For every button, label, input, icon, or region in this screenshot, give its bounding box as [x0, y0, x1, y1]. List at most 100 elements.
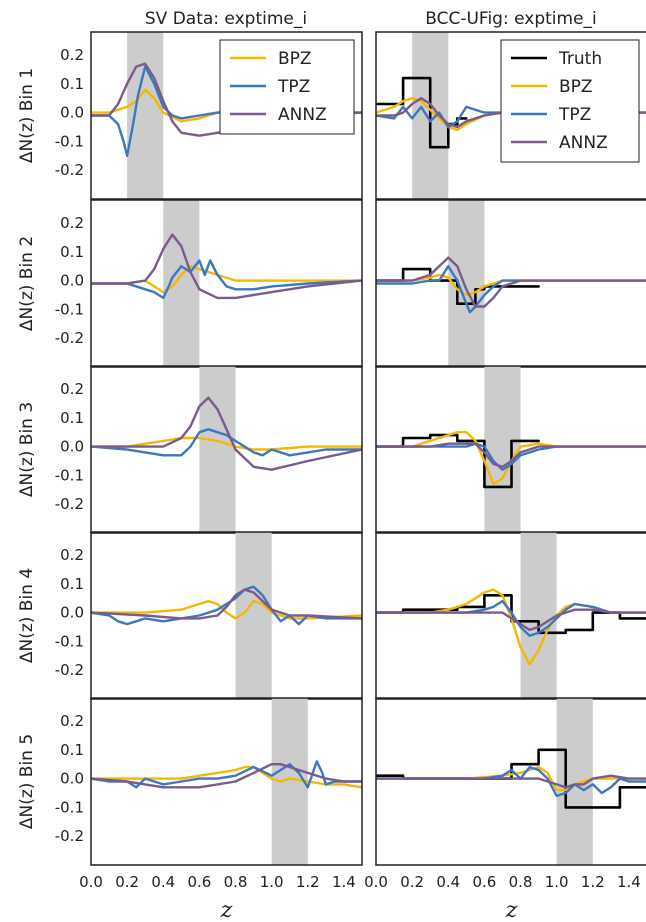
- y-tick-label: 0.0: [60, 272, 84, 290]
- y-tick-label: 0.1: [60, 243, 84, 261]
- x-tick-label: 0.0: [79, 873, 103, 891]
- series-line-tpz: [376, 599, 646, 637]
- series-group: [376, 431, 646, 489]
- legend-2: Truth BPZ TPZ ANNZ: [500, 39, 640, 163]
- legend-label-annz: ANNZ: [278, 105, 327, 125]
- series-line-annz: [91, 763, 362, 789]
- x-tick-label: 1.4: [617, 873, 641, 891]
- panel-5-1: 0.2 0.1 0.0 -0.1 -0.2 ΔN(z) Bin 5 0.0 0.2 0.4 0.6…: [17, 697, 363, 922]
- series-line-annz: [376, 774, 646, 789]
- y-tick-label: 0.0: [60, 438, 84, 456]
- y-tick-label: -0.2: [55, 329, 84, 347]
- series-line-annz: [91, 588, 362, 620]
- series-line-bpz: [91, 436, 362, 451]
- y-tick-label: 0.2: [60, 46, 84, 64]
- series-line-bpz: [376, 431, 646, 486]
- panel-frame: [90, 31, 363, 200]
- panel-frame: [375, 697, 646, 866]
- legend-label-annz: ANNZ: [559, 133, 608, 153]
- panel-frame: [375, 365, 646, 534]
- panel-2-2: [375, 199, 646, 368]
- panel-frame: [90, 697, 363, 866]
- y-tick-label: 0.2: [60, 214, 84, 232]
- x-tick-label: 0.6: [472, 873, 496, 891]
- x-tick-label: 0.6: [187, 873, 211, 891]
- legend-label-tpz: TPZ: [558, 105, 591, 125]
- panel-1-1: 0.2 0.1 0.0 -0.1 -0.2 ΔN(z) Bin 1: [17, 31, 363, 200]
- panel-4-2: [375, 531, 646, 700]
- series-group: [376, 748, 646, 809]
- legend-label-bpz: BPZ: [559, 77, 593, 97]
- y-tick-label: -0.1: [55, 466, 84, 484]
- panel-3-2: [375, 365, 646, 534]
- y-tick-label: 0.0: [60, 104, 84, 122]
- y-tick-label: -0.1: [55, 632, 84, 650]
- series-group: [91, 233, 362, 300]
- y-axis-label: ΔN(z) Bin 5: [17, 734, 37, 829]
- y-axis-label: ΔN(z) Bin 1: [17, 68, 37, 163]
- series-line-tpz: [91, 428, 362, 457]
- legend-label-bpz: BPZ: [278, 49, 312, 69]
- x-tick-label: 0.0: [364, 873, 388, 891]
- panels-grid: 0.2 0.1 0.0 -0.1 -0.2 ΔN(z) Bin 1 0.2 0.1 0.0 -0.…: [17, 31, 646, 922]
- y-tick-label: -0.1: [55, 798, 84, 816]
- y-tick-label: -0.1: [55, 132, 84, 150]
- series-group: [376, 256, 646, 314]
- panel-frame: [375, 31, 646, 200]
- y-tick-label: 0.2: [60, 380, 84, 398]
- y-tick-label: 0.0: [60, 604, 84, 622]
- series-group: [376, 588, 646, 666]
- series-line-tpz: [91, 259, 362, 300]
- redshift-band: [199, 366, 236, 533]
- x-axis-label: z: [220, 898, 233, 922]
- x-tick-label: 1.2: [296, 873, 320, 891]
- series-line-bpz: [376, 273, 646, 297]
- x-tick-label: 1.4: [332, 873, 356, 891]
- x-tick-label: 0.8: [224, 873, 248, 891]
- panel-frame: [90, 531, 363, 700]
- series-line-tpz: [376, 265, 646, 314]
- column-title-sv: SV Data: exptime_i: [145, 9, 307, 29]
- legend-label-tpz: TPZ: [277, 77, 310, 97]
- series-line-bpz: [91, 599, 362, 620]
- x-tick-label: 0.4: [436, 873, 460, 891]
- panel-frame: [90, 365, 363, 534]
- y-tick-label: 0.1: [60, 575, 84, 593]
- y-tick-label: -0.2: [55, 495, 84, 513]
- y-tick-label: 0.1: [60, 409, 84, 427]
- redshift-band: [484, 366, 521, 533]
- series-line-annz: [91, 233, 362, 300]
- panel-2-1: 0.2 0.1 0.0 -0.1 -0.2 ΔN(z) Bin 2: [17, 199, 363, 368]
- series-line-annz: [376, 442, 646, 468]
- y-tick-label: 0.1: [60, 741, 84, 759]
- panel-5-2: 0.0 0.2 0.4 0.6 0.8 1.0 1.2 1.4 z: [364, 697, 646, 922]
- x-tick-label: 1.0: [545, 873, 569, 891]
- x-tick-label: 0.2: [115, 873, 139, 891]
- x-tick-label: 1.0: [260, 873, 284, 891]
- x-tick-label: 0.4: [151, 873, 175, 891]
- series-group: [91, 396, 362, 471]
- y-tick-label: 0.1: [60, 75, 84, 93]
- y-axis-label: ΔN(z) Bin 2: [17, 236, 37, 331]
- redshift-band: [520, 532, 557, 699]
- y-tick-label: 0.0: [60, 770, 84, 788]
- series-group: [91, 585, 362, 626]
- y-tick-label: -0.2: [55, 661, 84, 679]
- y-axis-label: ΔN(z) Bin 4: [17, 568, 37, 663]
- column-title-bcc: BCC-UFig: exptime_i: [425, 9, 597, 29]
- y-tick-label: 0.2: [60, 546, 84, 564]
- series-line-truth: [376, 267, 540, 306]
- x-axis-label: z: [505, 898, 518, 922]
- panel-frame: [375, 531, 646, 700]
- series-line-tpz: [376, 442, 646, 471]
- panel-4-1: 0.2 0.1 0.0 -0.1 -0.2 ΔN(z) Bin 4: [17, 531, 363, 700]
- legend-label-truth: Truth: [558, 49, 602, 69]
- y-tick-label: -0.2: [55, 827, 84, 845]
- x-tick-label: 1.2: [581, 873, 605, 891]
- y-tick-label: -0.1: [55, 300, 84, 318]
- panel-3-1: 0.2 0.1 0.0 -0.1 -0.2 ΔN(z) Bin 3: [17, 365, 363, 534]
- y-axis-label: ΔN(z) Bin 3: [17, 402, 37, 497]
- y-tick-label: 0.2: [60, 712, 84, 730]
- series-line-tpz: [376, 765, 646, 798]
